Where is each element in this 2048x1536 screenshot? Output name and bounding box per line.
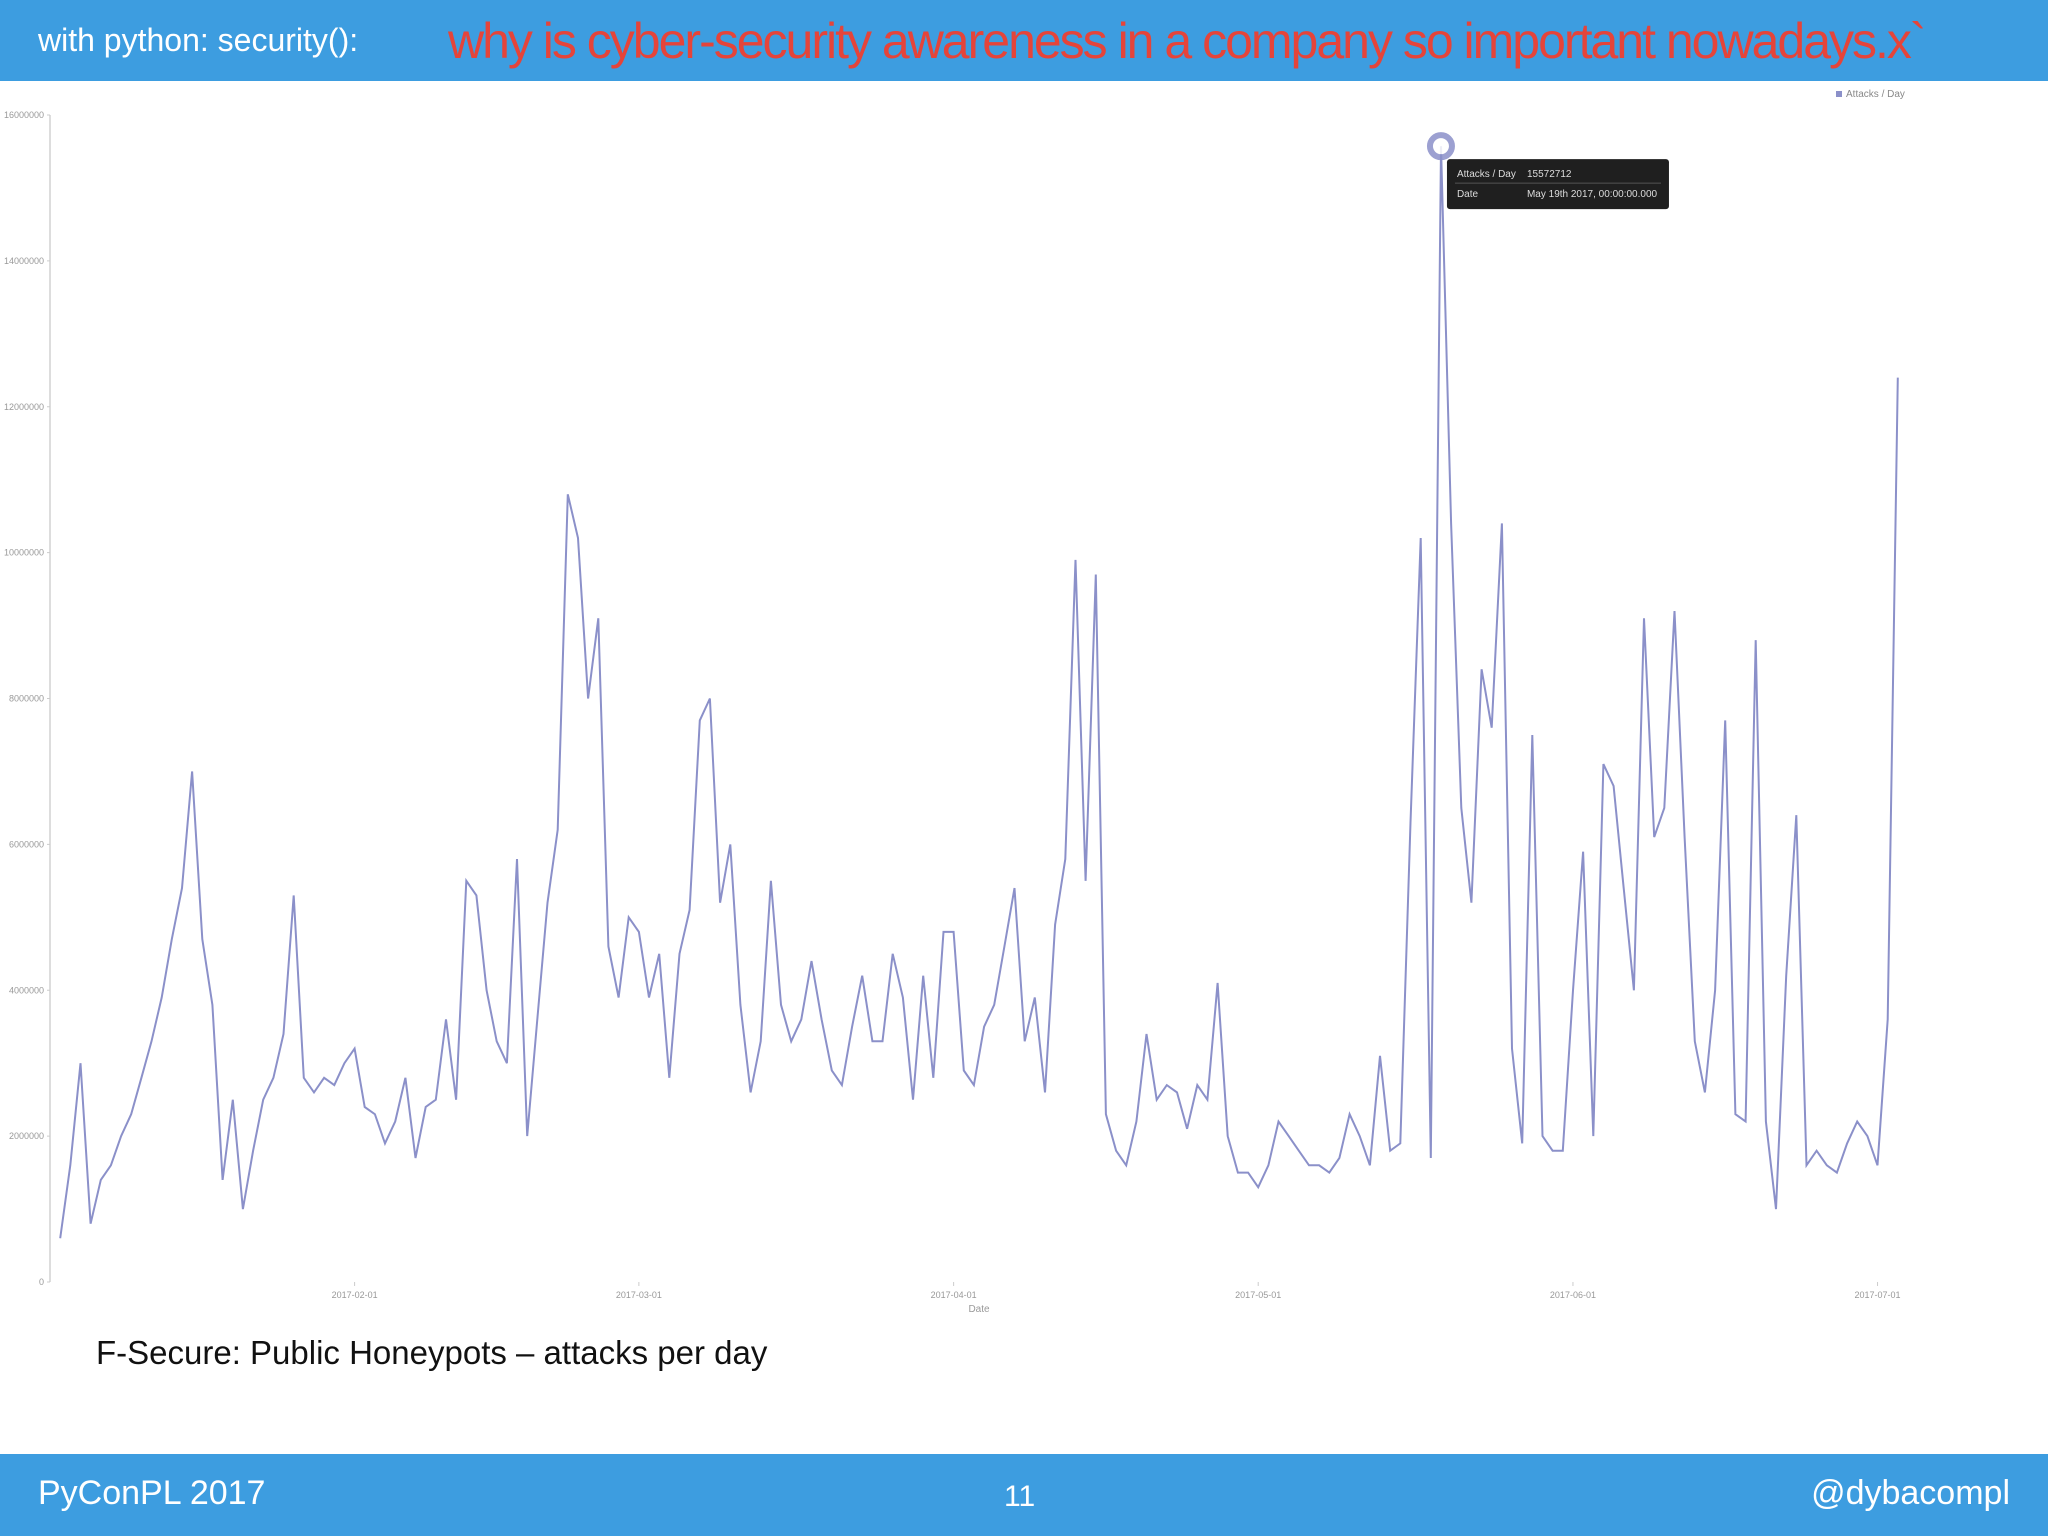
x-tick-label: 2017-06-01 (1550, 1290, 1596, 1300)
section: with python: security(): (38, 22, 359, 58)
x-tick-label: 2017-07-01 (1855, 1290, 1901, 1300)
x-tick-label: 2017-05-01 (1235, 1290, 1281, 1300)
chart: 0 2000000 4000000 6000000 8000000 10000000 120… (4, 89, 1905, 1315)
caption: F-Secure: Public Honeypots – attacks per… (96, 1334, 768, 1371)
y-tick-label: 6000000 (9, 839, 44, 849)
data-line (59, 146, 1899, 1239)
tooltip-series: Attacks / Day (1457, 169, 1516, 180)
footer: PyConPL 2017 11 @dybacompl (0, 1454, 2048, 1536)
slide-title: why is cyber-security awareness in a com… (448, 13, 1927, 69)
highlight-point (1426, 132, 1455, 161)
y-tick-label: 4000000 (9, 985, 44, 995)
y-tick-label: 0 (39, 1277, 44, 1287)
y-tick-label: 14000000 (4, 256, 44, 266)
legend-swatch (1836, 91, 1842, 97)
x-tick-label: 2017-02-01 (332, 1290, 378, 1300)
x-tick-label: 2017-03-01 (616, 1290, 662, 1300)
y-tick-label: 16000000 (4, 110, 44, 120)
tooltip: Attacks / Day 15572712 Date May 19th 2017, … (1446, 159, 1669, 210)
x-axis-label: Date (968, 1304, 990, 1315)
footer-left: PyConPL 2017 (38, 1474, 266, 1512)
y-tick-label: 2000000 (9, 1131, 44, 1141)
y-tick-label: 12000000 (4, 402, 44, 412)
page-number: 11 (1004, 1480, 1036, 1513)
tooltip-date-label: Date (1457, 189, 1479, 200)
y-tick-label: 10000000 (4, 548, 44, 558)
x-tick-label: 2017-04-01 (931, 1290, 977, 1300)
tooltip-box (1446, 159, 1669, 210)
header: with python: security(): why is cyber-se… (0, 0, 2048, 81)
tooltip-date: May 19th 2017, 00:00:00.000 (1527, 189, 1658, 200)
legend-label: Attacks / Day (1846, 89, 1905, 100)
y-tick-label: 8000000 (9, 694, 44, 704)
footer-right: @dybacompl (1811, 1474, 2010, 1512)
tooltip-value: 15572712 (1527, 169, 1572, 180)
